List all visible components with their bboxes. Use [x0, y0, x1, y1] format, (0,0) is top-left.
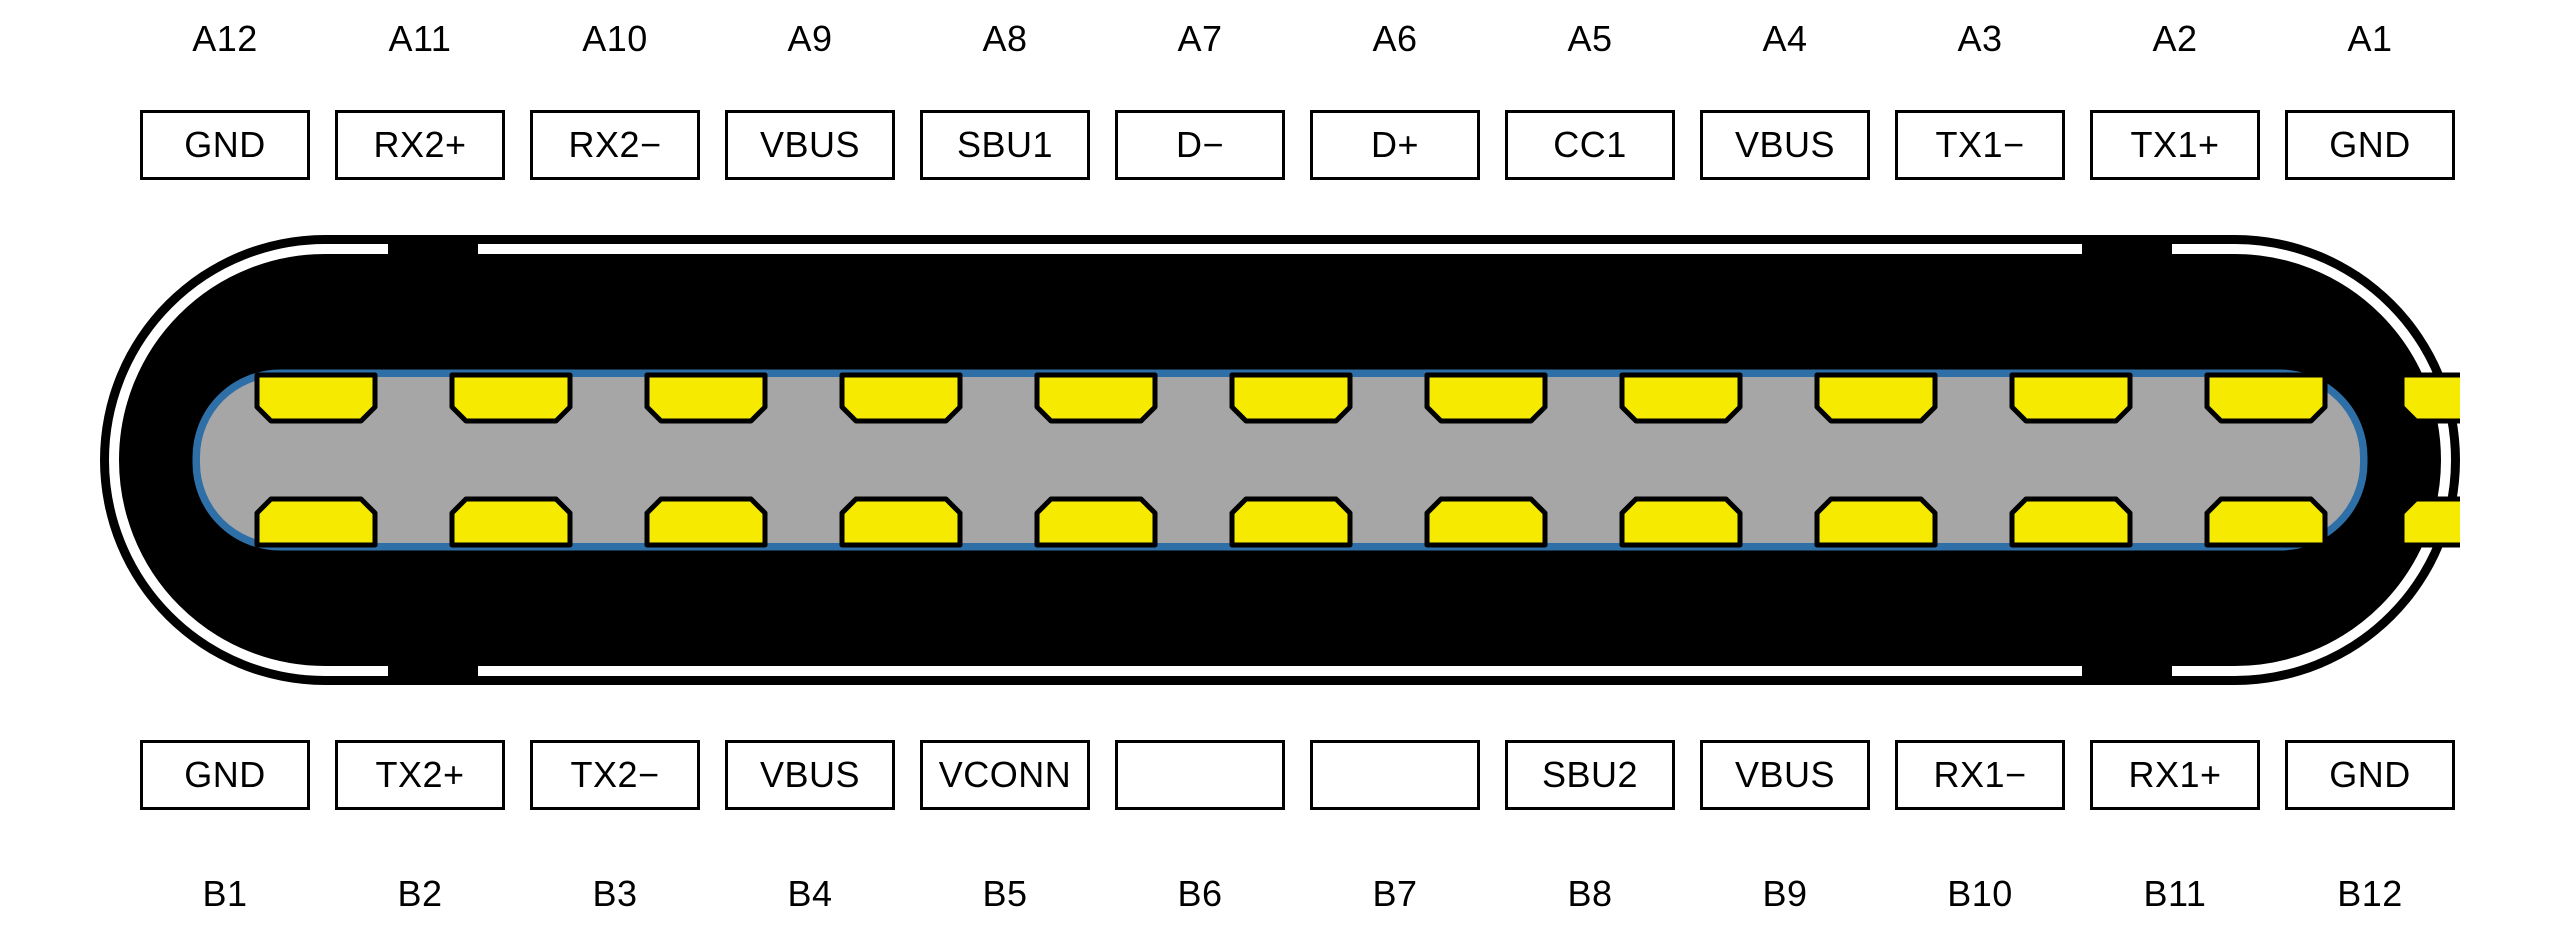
row-a-pin-labels: GND RX2+ RX2− VBUS SBU1 D− D+ CC1 VBUS TX1− TX1+ GN…	[0, 110, 2560, 180]
a-id-6: A7	[1115, 15, 1285, 63]
b-label-12: GND	[2285, 740, 2455, 810]
b-id-7: B7	[1310, 870, 1480, 918]
b-label-1: GND	[140, 740, 310, 810]
a-id-10: A3	[1895, 15, 2065, 63]
a-id-2: A11	[335, 15, 505, 63]
b-id-2: B2	[335, 870, 505, 918]
b-label-9: VBUS	[1700, 740, 1870, 810]
b-id-10: B10	[1895, 870, 2065, 918]
b-id-3: B3	[530, 870, 700, 918]
a-label-10: TX1−	[1895, 110, 2065, 180]
a-label-7: D+	[1310, 110, 1480, 180]
a-id-3: A10	[530, 15, 700, 63]
a-label-5: SBU1	[920, 110, 1090, 180]
b-id-8: B8	[1505, 870, 1675, 918]
a-label-1: GND	[140, 110, 310, 180]
a-id-8: A5	[1505, 15, 1675, 63]
row-b-pin-ids: B1 B2 B3 B4 B5 B6 B7 B8 B9 B10 B11 B12	[0, 870, 2560, 918]
b-id-6: B6	[1115, 870, 1285, 918]
row-b-pin-labels: GND TX2+ TX2− VBUS VCONN SBU2 VBUS RX1− RX1+ GND	[0, 740, 2560, 810]
b-label-3: TX2−	[530, 740, 700, 810]
b-label-11: RX1+	[2090, 740, 2260, 810]
b-id-5: B5	[920, 870, 1090, 918]
b-id-12: B12	[2285, 870, 2455, 918]
b-label-8: SBU2	[1505, 740, 1675, 810]
usb-c-connector-icon	[100, 235, 2460, 685]
usb-c-pinout-diagram: A12 A11 A10 A9 A8 A7 A6 A5 A4 A3 A2 A1 GND RX2+ RX2− V…	[0, 0, 2560, 931]
a-id-7: A6	[1310, 15, 1480, 63]
a-id-4: A9	[725, 15, 895, 63]
a-label-2: RX2+	[335, 110, 505, 180]
b-label-7	[1310, 740, 1480, 810]
b-id-4: B4	[725, 870, 895, 918]
b-label-4: VBUS	[725, 740, 895, 810]
b-id-1: B1	[140, 870, 310, 918]
a-id-9: A4	[1700, 15, 1870, 63]
b-label-6	[1115, 740, 1285, 810]
a-label-8: CC1	[1505, 110, 1675, 180]
b-id-11: B11	[2090, 870, 2260, 918]
a-label-11: TX1+	[2090, 110, 2260, 180]
a-id-11: A2	[2090, 15, 2260, 63]
a-id-5: A8	[920, 15, 1090, 63]
b-label-5: VCONN	[920, 740, 1090, 810]
a-label-12: GND	[2285, 110, 2455, 180]
a-id-1: A12	[140, 15, 310, 63]
b-label-10: RX1−	[1895, 740, 2065, 810]
a-label-6: D−	[1115, 110, 1285, 180]
a-label-3: RX2−	[530, 110, 700, 180]
a-id-12: A1	[2285, 15, 2455, 63]
row-a-pin-ids: A12 A11 A10 A9 A8 A7 A6 A5 A4 A3 A2 A1	[0, 15, 2560, 63]
b-id-9: B9	[1700, 870, 1870, 918]
a-label-9: VBUS	[1700, 110, 1870, 180]
b-label-2: TX2+	[335, 740, 505, 810]
a-label-4: VBUS	[725, 110, 895, 180]
